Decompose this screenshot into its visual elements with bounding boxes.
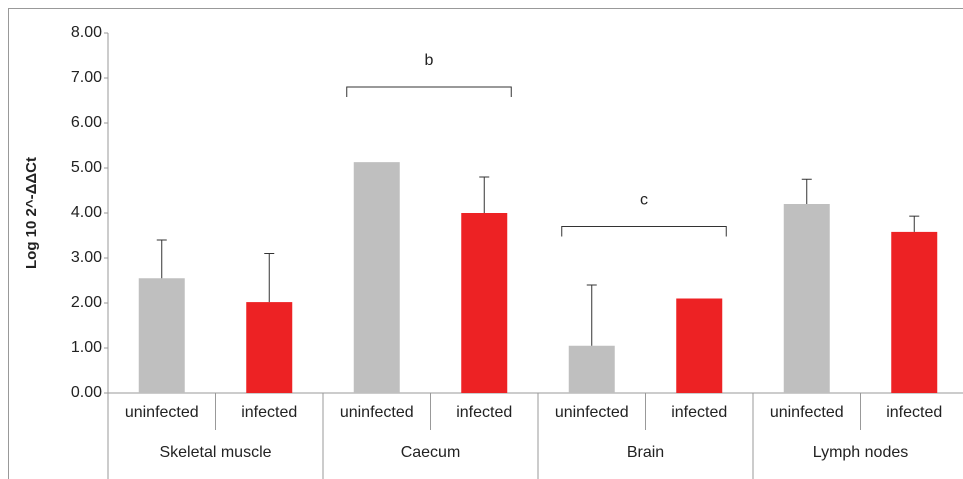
x-tick-label: uninfected [340, 404, 414, 421]
bar [461, 213, 508, 393]
annotation: b [425, 52, 434, 69]
frame [8, 8, 963, 479]
y-tick-label: 1.00 [71, 339, 102, 356]
x-tick-label: infected [241, 404, 297, 421]
group-label: Skeletal muscle [159, 444, 271, 461]
x-tick-label: uninfected [770, 404, 844, 421]
bar [246, 302, 293, 393]
bracket [561, 226, 727, 237]
group-label: Lymph nodes [813, 444, 908, 461]
x-tick-label: uninfected [125, 404, 199, 421]
y-tick-label: 7.00 [71, 69, 102, 86]
y-tick-label: 8.00 [71, 24, 102, 41]
x-tick-label: infected [671, 404, 727, 421]
y-tick-label: 4.00 [71, 204, 102, 221]
bar [568, 345, 615, 393]
bar [676, 298, 723, 393]
bar [783, 204, 830, 393]
bar [891, 231, 938, 393]
y-axis-label: Log 10 2^-ΔΔCt [23, 157, 40, 269]
y-tick-label: 3.00 [71, 249, 102, 266]
y-tick-label: 0.00 [71, 384, 102, 401]
x-tick-label: uninfected [555, 404, 629, 421]
y-tick-label: 6.00 [71, 114, 102, 131]
annotation: c [640, 192, 648, 209]
bar [353, 162, 400, 393]
bar [138, 278, 185, 393]
group-label: Caecum [401, 444, 461, 461]
bracket [346, 86, 512, 97]
group-label: Brain [627, 444, 664, 461]
y-tick-label: 5.00 [71, 159, 102, 176]
x-tick-label: infected [886, 404, 942, 421]
y-tick-label: 2.00 [71, 294, 102, 311]
x-tick-label: infected [456, 404, 512, 421]
